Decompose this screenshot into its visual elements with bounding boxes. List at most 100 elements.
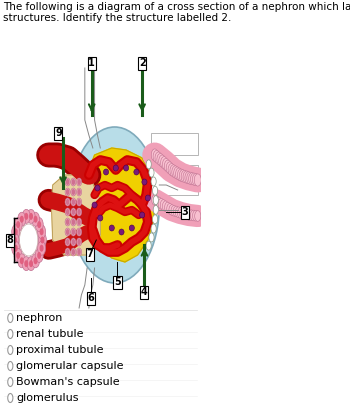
Circle shape — [66, 219, 69, 225]
Circle shape — [182, 172, 187, 180]
Circle shape — [193, 211, 199, 221]
Circle shape — [149, 233, 154, 242]
Ellipse shape — [71, 218, 76, 226]
Circle shape — [12, 225, 20, 239]
Circle shape — [190, 173, 197, 185]
Circle shape — [157, 197, 164, 209]
Circle shape — [155, 152, 162, 164]
Circle shape — [190, 173, 198, 186]
Circle shape — [35, 248, 43, 262]
Ellipse shape — [77, 188, 82, 196]
Circle shape — [166, 203, 173, 215]
Circle shape — [193, 173, 200, 186]
Circle shape — [176, 206, 183, 219]
Circle shape — [18, 254, 26, 268]
Circle shape — [186, 210, 192, 220]
Circle shape — [182, 208, 188, 220]
Ellipse shape — [113, 165, 118, 171]
Circle shape — [190, 210, 196, 221]
Circle shape — [189, 172, 197, 186]
Circle shape — [171, 165, 178, 178]
Circle shape — [174, 206, 181, 218]
Circle shape — [13, 237, 17, 244]
Circle shape — [177, 208, 184, 218]
Circle shape — [187, 209, 194, 221]
Circle shape — [77, 199, 81, 205]
Circle shape — [167, 204, 173, 214]
Circle shape — [77, 189, 81, 195]
Circle shape — [159, 155, 167, 169]
Circle shape — [151, 224, 156, 233]
Circle shape — [177, 169, 184, 181]
Circle shape — [162, 201, 169, 212]
Circle shape — [72, 239, 75, 245]
Circle shape — [164, 202, 171, 214]
Text: structures. Identify the structure labelled 2.: structures. Identify the structure label… — [4, 13, 232, 23]
Text: glomerulus: glomerulus — [16, 393, 78, 403]
Ellipse shape — [145, 195, 150, 201]
Circle shape — [66, 199, 69, 205]
Circle shape — [72, 199, 75, 205]
Ellipse shape — [95, 185, 100, 191]
Circle shape — [151, 148, 159, 162]
Circle shape — [185, 209, 192, 221]
Circle shape — [72, 229, 75, 235]
Circle shape — [190, 209, 197, 222]
Circle shape — [32, 212, 40, 226]
Circle shape — [66, 229, 69, 235]
Circle shape — [174, 207, 179, 215]
Circle shape — [179, 170, 186, 182]
Circle shape — [172, 166, 179, 178]
Text: 8: 8 — [6, 235, 13, 245]
Circle shape — [194, 173, 202, 187]
Circle shape — [193, 210, 200, 222]
Circle shape — [161, 200, 168, 211]
Circle shape — [182, 210, 187, 218]
Ellipse shape — [119, 229, 124, 235]
Circle shape — [176, 168, 183, 180]
Ellipse shape — [71, 208, 76, 216]
Ellipse shape — [65, 238, 70, 246]
Circle shape — [20, 216, 24, 223]
Circle shape — [185, 172, 192, 184]
FancyBboxPatch shape — [181, 206, 189, 219]
Circle shape — [29, 213, 33, 220]
Circle shape — [77, 219, 81, 225]
Circle shape — [162, 200, 169, 213]
Ellipse shape — [65, 228, 70, 236]
Circle shape — [40, 237, 44, 244]
Ellipse shape — [77, 178, 82, 186]
Circle shape — [172, 205, 179, 217]
Circle shape — [40, 228, 44, 235]
Ellipse shape — [77, 248, 82, 256]
Circle shape — [170, 165, 177, 177]
Circle shape — [8, 313, 13, 322]
Circle shape — [32, 254, 40, 268]
Circle shape — [77, 239, 81, 245]
Circle shape — [34, 257, 37, 264]
Circle shape — [194, 174, 201, 186]
Circle shape — [16, 221, 20, 228]
Circle shape — [194, 210, 201, 222]
Circle shape — [72, 209, 75, 215]
Ellipse shape — [104, 169, 108, 175]
Circle shape — [27, 209, 35, 223]
Ellipse shape — [98, 215, 103, 221]
Circle shape — [38, 233, 47, 247]
Ellipse shape — [77, 218, 82, 226]
Circle shape — [180, 208, 186, 219]
Circle shape — [16, 252, 20, 259]
Ellipse shape — [65, 188, 70, 196]
Circle shape — [24, 213, 28, 220]
Circle shape — [66, 209, 69, 215]
Circle shape — [187, 172, 194, 184]
Circle shape — [189, 173, 196, 185]
Circle shape — [34, 216, 37, 223]
Circle shape — [161, 157, 168, 169]
Text: The following is a diagram of a cross section of a nephron which labels NINE (9): The following is a diagram of a cross se… — [4, 2, 350, 12]
Circle shape — [179, 207, 186, 220]
FancyBboxPatch shape — [140, 286, 148, 299]
Circle shape — [37, 225, 46, 239]
Circle shape — [181, 208, 188, 220]
Circle shape — [158, 198, 164, 209]
